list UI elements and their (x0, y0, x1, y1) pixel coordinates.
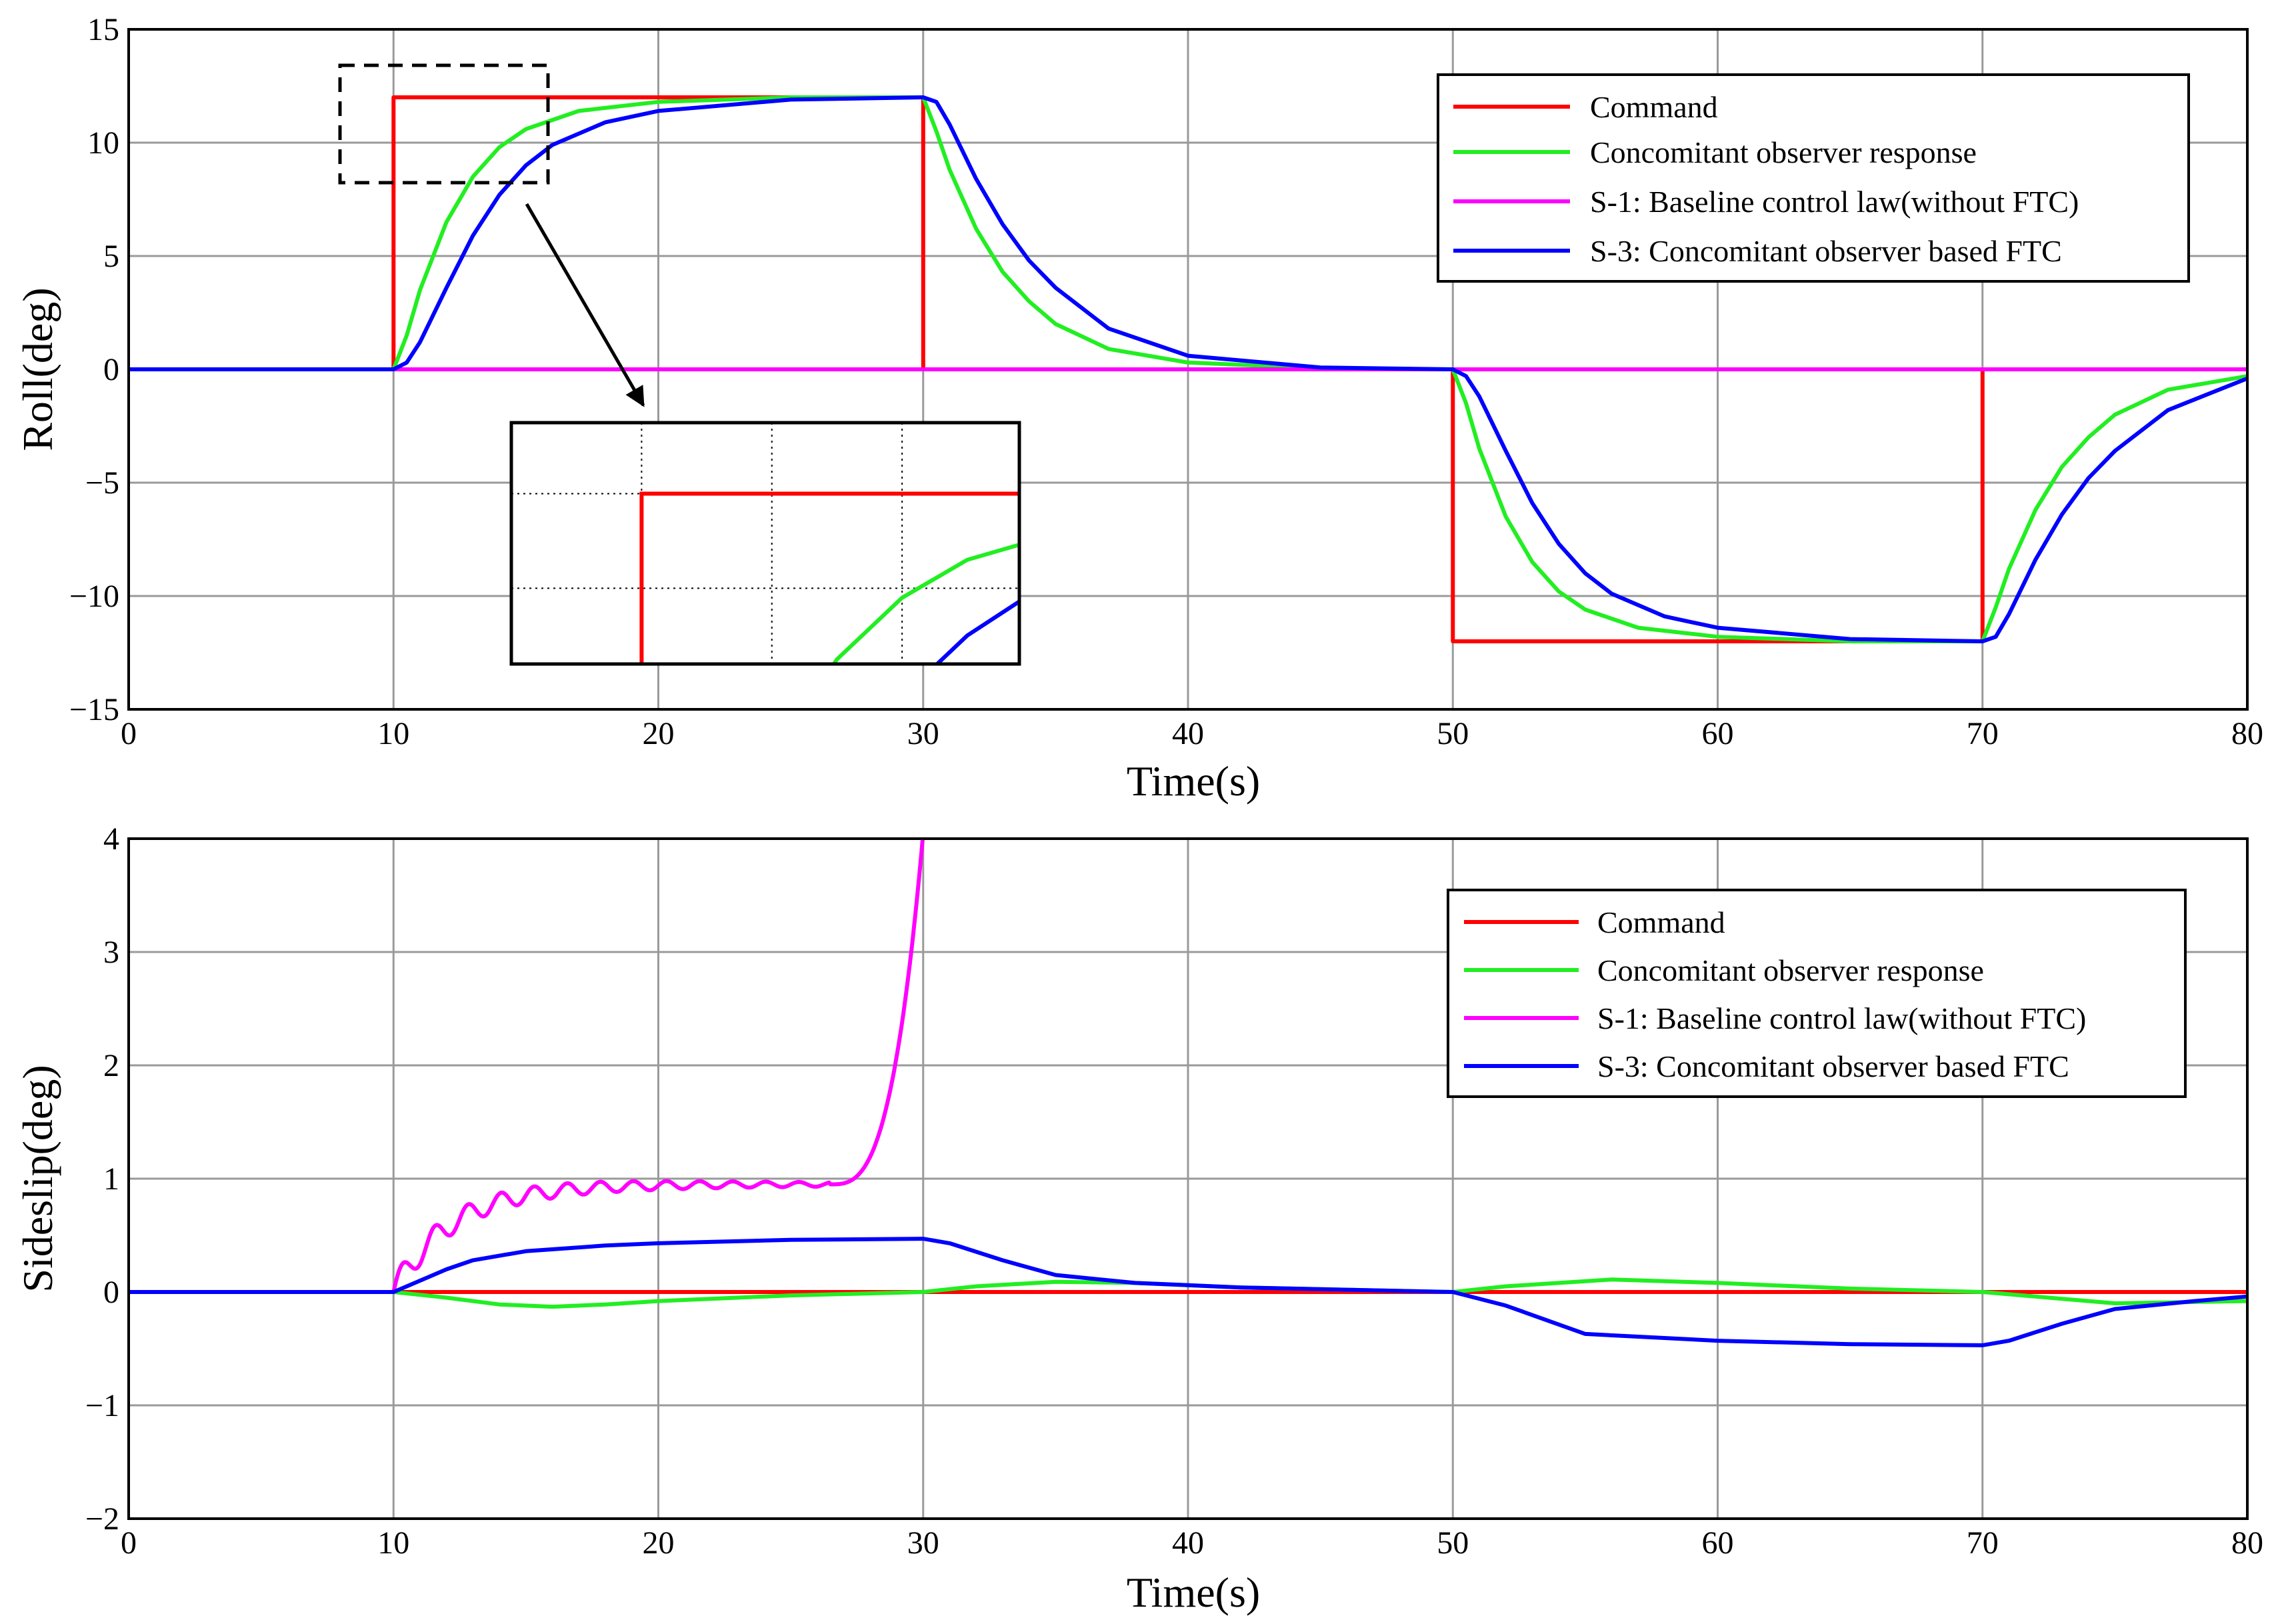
roll-x-tick-label: 70 (1967, 716, 1999, 751)
sideslip-series (129, 839, 2247, 1347)
sideslip-y-tick-label: 3 (103, 935, 119, 970)
sideslip-legend-label-command: Command (1597, 905, 1725, 939)
sideslip-x-tick-labels: 0 10 20 30 40 50 60 70 80 (121, 1525, 2263, 1561)
roll-x-tick-label: 50 (1437, 716, 1469, 751)
sideslip-line-observer (129, 1277, 2247, 1309)
roll-y-tick-label: 5 (103, 239, 119, 274)
sideslip-x-tick-label: 50 (1437, 1525, 1469, 1561)
roll-x-tick-label: 80 (2231, 716, 2263, 751)
roll-y-tick-label: 10 (87, 125, 119, 161)
sideslip-legend-label-ftc: S-3: Concomitant observer based FTC (1597, 1049, 2069, 1083)
roll-x-tick-label: 60 (1702, 716, 1734, 751)
sideslip-legend-box (1447, 889, 2187, 1098)
roll-y-tick-label: −15 (69, 692, 119, 727)
sideslip-line-ftc (129, 1237, 2247, 1347)
inset-background (511, 423, 1019, 664)
zoom-region-box (338, 63, 550, 185)
roll-legend-label-observer: Concomitant observer response (1590, 135, 1977, 169)
roll-y-tick-labels: 15 10 5 0 −5 −10 −15 (69, 12, 119, 727)
sideslip-y-axis-label: Sideslip(deg) (14, 1065, 61, 1292)
roll-x-tick-label: 0 (121, 716, 137, 751)
sideslip-line-baseline (129, 839, 925, 1294)
roll-y-tick-label: 0 (103, 352, 119, 387)
roll-legend-box (1437, 73, 2190, 283)
roll-legend-label-command: Command (1590, 90, 1718, 124)
sideslip-y-tick-label: 4 (103, 821, 119, 857)
roll-x-tick-label: 40 (1172, 716, 1204, 751)
roll-plot-frame (127, 28, 2249, 711)
roll-series (129, 95, 2247, 643)
sideslip-x-tick-label: 20 (643, 1525, 675, 1561)
roll-x-tick-label: 20 (643, 716, 675, 751)
roll-line-ftc (129, 95, 2247, 643)
sideslip-plot-frame (127, 837, 2249, 1520)
sideslip-legend: Command Concomitant observer response S-… (1447, 889, 2187, 1098)
roll-y-tick-label: 15 (87, 12, 119, 47)
inset-series (639, 491, 1019, 664)
sideslip-y-tick-label: 0 (103, 1275, 119, 1310)
sideslip-y-tick-label: −2 (85, 1501, 119, 1537)
roll-x-tick-label: 10 (377, 716, 409, 751)
roll-legend-label-baseline: S-1: Baseline control law(without FTC) (1590, 185, 2079, 219)
sideslip-x-axis-label: Time(s) (1127, 1569, 1260, 1616)
roll-x-axis-label: Time(s) (1127, 757, 1260, 805)
inset-line-observer (831, 542, 1019, 664)
sideslip-y-tick-label: 1 (103, 1161, 119, 1197)
sideslip-y-tick-label: 2 (103, 1048, 119, 1083)
sideslip-y-tick-label: −1 (85, 1388, 119, 1423)
sideslip-legend-label-observer: Concomitant observer response (1597, 953, 1984, 987)
roll-x-tick-labels: 0 10 20 30 40 50 60 70 80 (121, 716, 2263, 751)
sideslip-y-tick-labels: 4 3 2 1 0 −1 −2 (85, 821, 119, 1537)
sideslip-legend-label-baseline: S-1: Baseline control law(without FTC) (1597, 1001, 2086, 1035)
zoom-inset (509, 421, 1021, 666)
roll-line-observer (129, 95, 2247, 643)
sideslip-x-tick-label: 70 (1967, 1525, 1999, 1561)
sideslip-x-tick-label: 80 (2231, 1525, 2263, 1561)
sideslip-x-tick-label: 0 (121, 1525, 137, 1561)
sideslip-x-tick-label: 30 (907, 1525, 939, 1561)
roll-y-axis-label: Roll(deg) (14, 287, 61, 451)
sideslip-x-tick-label: 40 (1172, 1525, 1204, 1561)
roll-legend-label-ftc: S-3: Concomitant observer based FTC (1590, 234, 2062, 268)
roll-legend: Command Concomitant observer response S-… (1437, 73, 2190, 283)
inset-line-ftc (934, 599, 1019, 664)
sideslip-x-tick-label: 60 (1702, 1525, 1734, 1561)
inset-frame (509, 421, 1021, 666)
roll-y-tick-label: −5 (85, 465, 119, 501)
zoom-arrow (525, 203, 645, 407)
roll-y-tick-label: −10 (69, 579, 119, 614)
roll-x-tick-label: 30 (907, 716, 939, 751)
sideslip-x-tick-label: 10 (377, 1525, 409, 1561)
